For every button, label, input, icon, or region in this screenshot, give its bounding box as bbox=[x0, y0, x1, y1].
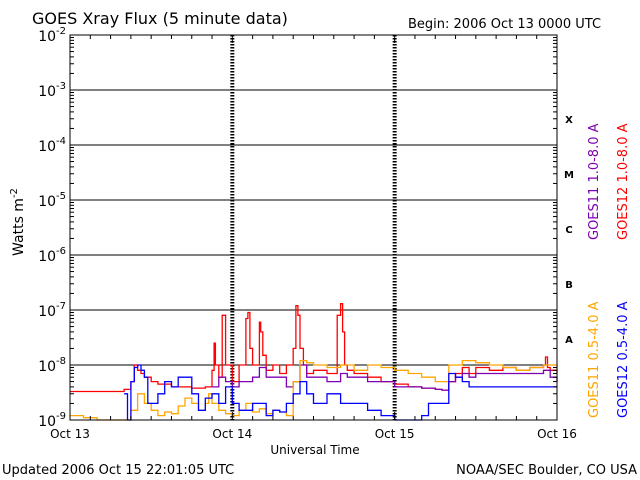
y-tick-label: 10-5 bbox=[38, 191, 66, 210]
updated-timestamp: Updated 2006 Oct 15 22:01:05 UTC bbox=[2, 463, 234, 478]
begin-label: Begin: 2006 Oct 13 0000 UTC bbox=[408, 17, 601, 32]
legend-goes11-long: GOES11 1.0-8.0 A bbox=[587, 123, 602, 240]
flare-class-label: A bbox=[565, 335, 573, 346]
flare-class-label: B bbox=[565, 280, 573, 291]
x-axis: Oct 13 Oct 14 Oct 15 Oct 16 bbox=[50, 35, 577, 441]
series-line bbox=[70, 303, 558, 393]
flare-class-label: X bbox=[565, 115, 573, 126]
series-line bbox=[124, 364, 557, 421]
flare-class-label: C bbox=[565, 225, 572, 236]
y-axis: 10-2 10-3 10-4 10-5 10-6 10-7 10-8 10-9 bbox=[38, 26, 557, 430]
grid bbox=[70, 34, 557, 421]
y-tick-label: 10-8 bbox=[38, 356, 66, 375]
x-axis-label: Universal Time bbox=[270, 443, 359, 457]
y-tick-label: 10-6 bbox=[38, 246, 66, 265]
series-line bbox=[212, 364, 558, 391]
x-tick-label: Oct 15 bbox=[375, 427, 415, 441]
series-layer bbox=[70, 303, 558, 421]
y-tick-label: 10-3 bbox=[38, 81, 66, 100]
x-tick-label: Oct 16 bbox=[537, 427, 577, 441]
y-tick-label: 10-7 bbox=[38, 301, 66, 320]
y-tick-label: 10-4 bbox=[38, 136, 66, 155]
x-tick-label: Oct 14 bbox=[212, 427, 252, 441]
flare-class-labels: X M C B A bbox=[564, 115, 574, 346]
legend-goes12-short: GOES12 0.5-4.0 A bbox=[616, 301, 631, 418]
y-tick-label: 10-2 bbox=[38, 26, 66, 45]
legend-goes12-long: GOES12 1.0-8.0 A bbox=[616, 123, 631, 240]
flare-class-label: M bbox=[564, 170, 574, 181]
legend-goes11-short: GOES11 0.5-4.0 A bbox=[587, 301, 602, 418]
x-tick-label: Oct 13 bbox=[50, 427, 90, 441]
y-tick-label: 10-9 bbox=[38, 411, 66, 430]
y-axis-label: Watts m-2 bbox=[9, 188, 27, 256]
credit: NOAA/SEC Boulder, CO USA bbox=[456, 463, 637, 478]
chart-title: GOES Xray Flux (5 minute data) bbox=[32, 9, 288, 28]
